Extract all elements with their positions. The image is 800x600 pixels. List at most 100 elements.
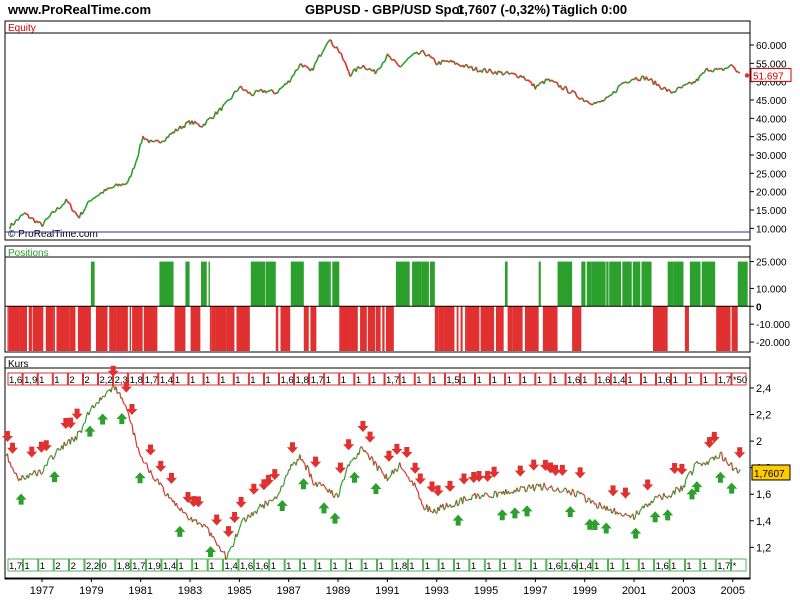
price-segment	[185, 513, 189, 518]
price-segment	[34, 469, 37, 475]
equity-segment	[293, 69, 297, 76]
positions-y-tick-label: -20.000	[756, 338, 790, 349]
price-segment	[539, 483, 543, 491]
price-segment	[681, 485, 684, 492]
trade-label-bottom: 1	[379, 561, 384, 572]
position-long-bar	[504, 261, 508, 307]
positions-y-tick-label: 25.000	[756, 258, 787, 269]
equity-watermark: © ProRealTime.com	[8, 229, 98, 240]
trade-label-top: 1	[235, 375, 240, 386]
price-segment	[89, 407, 92, 412]
equity-segment	[157, 139, 161, 143]
position-short-bar	[56, 306, 70, 351]
equity-segment	[587, 101, 591, 105]
position-long-bar	[332, 261, 340, 307]
equity-segment	[484, 68, 488, 73]
trade-label-bottom: 1,6	[548, 561, 561, 572]
sell-arrow-icon	[545, 462, 557, 474]
price-segment	[583, 493, 586, 497]
trade-label-top: 1	[416, 375, 421, 386]
buy-arrow-icon	[116, 413, 128, 425]
price-segment	[694, 462, 696, 465]
price-segment	[463, 496, 466, 499]
trade-label-bottom: 1	[194, 561, 199, 572]
price-segment	[413, 482, 417, 488]
x-tick-label: 2003	[671, 585, 695, 597]
trade-label-top-box	[218, 372, 234, 386]
position-short-bar	[174, 306, 186, 351]
price-segment	[620, 513, 623, 516]
equity-segment	[65, 198, 69, 203]
trade-label-top-box	[505, 372, 521, 386]
trade-label-top-box	[429, 372, 445, 386]
equity-segment	[12, 223, 15, 226]
trade-label-bottom: 1	[24, 561, 29, 572]
trade-label-bottom: 1	[502, 561, 507, 572]
trade-label-top-box	[610, 372, 626, 386]
equity-segment	[423, 52, 427, 57]
price-segment	[195, 519, 199, 525]
equity-segment	[306, 66, 310, 70]
trade-label-top-box	[22, 372, 38, 386]
price-segment	[634, 510, 638, 518]
trade-label-bottom-box	[377, 558, 393, 572]
price-segment	[346, 464, 349, 470]
equity-segment	[330, 39, 334, 46]
equity-segment	[376, 68, 380, 71]
trade-label-top-box	[203, 372, 219, 386]
price-segment	[475, 493, 478, 499]
trade-label-top: 1	[492, 375, 497, 386]
price-y-tick-label: 2,2	[756, 410, 771, 422]
price-segment	[354, 457, 357, 460]
price-segment	[428, 506, 432, 512]
price-segment	[88, 410, 91, 416]
equity-segment	[314, 61, 317, 65]
equity-segment	[83, 208, 87, 212]
position-long-bar	[538, 261, 541, 307]
buy-arrow-icon	[726, 482, 738, 494]
trade-label-top-box	[354, 372, 370, 386]
equity-segment	[312, 63, 316, 71]
equity-segment	[230, 93, 235, 99]
position-short-bar	[132, 306, 143, 351]
price-segment	[129, 419, 132, 424]
trade-label-top-box	[475, 372, 491, 386]
equity-segment	[183, 121, 187, 129]
sell-arrow-icon	[126, 403, 138, 415]
position-short-bar	[209, 306, 212, 351]
equity-segment	[75, 213, 79, 217]
equity-segment	[629, 79, 633, 83]
trade-label-top-box	[535, 372, 551, 386]
sell-arrow-icon	[165, 472, 177, 484]
price-segment	[485, 492, 488, 495]
price-segment	[84, 416, 87, 423]
price-segment	[611, 511, 614, 514]
site-name[interactable]: www.ProRealTime.com	[8, 2, 152, 17]
sell-arrow-icon	[401, 447, 413, 459]
equity-segment	[234, 90, 237, 93]
position-long-bar	[421, 261, 429, 307]
price-segment	[263, 500, 266, 509]
equity-segment	[522, 75, 526, 80]
equity-segment	[276, 88, 281, 94]
position-short-bar	[7, 306, 9, 351]
trade-label-top: 1	[552, 375, 557, 386]
sell-arrow-icon	[60, 418, 72, 430]
price-segment	[598, 501, 602, 506]
price-segment	[663, 492, 666, 497]
position-long-bar	[250, 261, 266, 307]
trade-label-top-box	[550, 372, 566, 386]
price-segment	[521, 486, 524, 489]
position-long-bar	[581, 261, 586, 307]
trade-label-top: 1	[371, 375, 376, 386]
price-segment	[399, 462, 402, 468]
equity-segment	[574, 91, 578, 97]
trade-label-bottom: 1	[348, 561, 353, 572]
trade-label-top-box	[444, 372, 460, 386]
sell-arrow-icon	[482, 470, 494, 482]
trade-label-top: 1	[522, 375, 527, 386]
price-segment	[564, 487, 567, 490]
equity-segment	[429, 55, 433, 59]
price-segment	[193, 518, 196, 521]
